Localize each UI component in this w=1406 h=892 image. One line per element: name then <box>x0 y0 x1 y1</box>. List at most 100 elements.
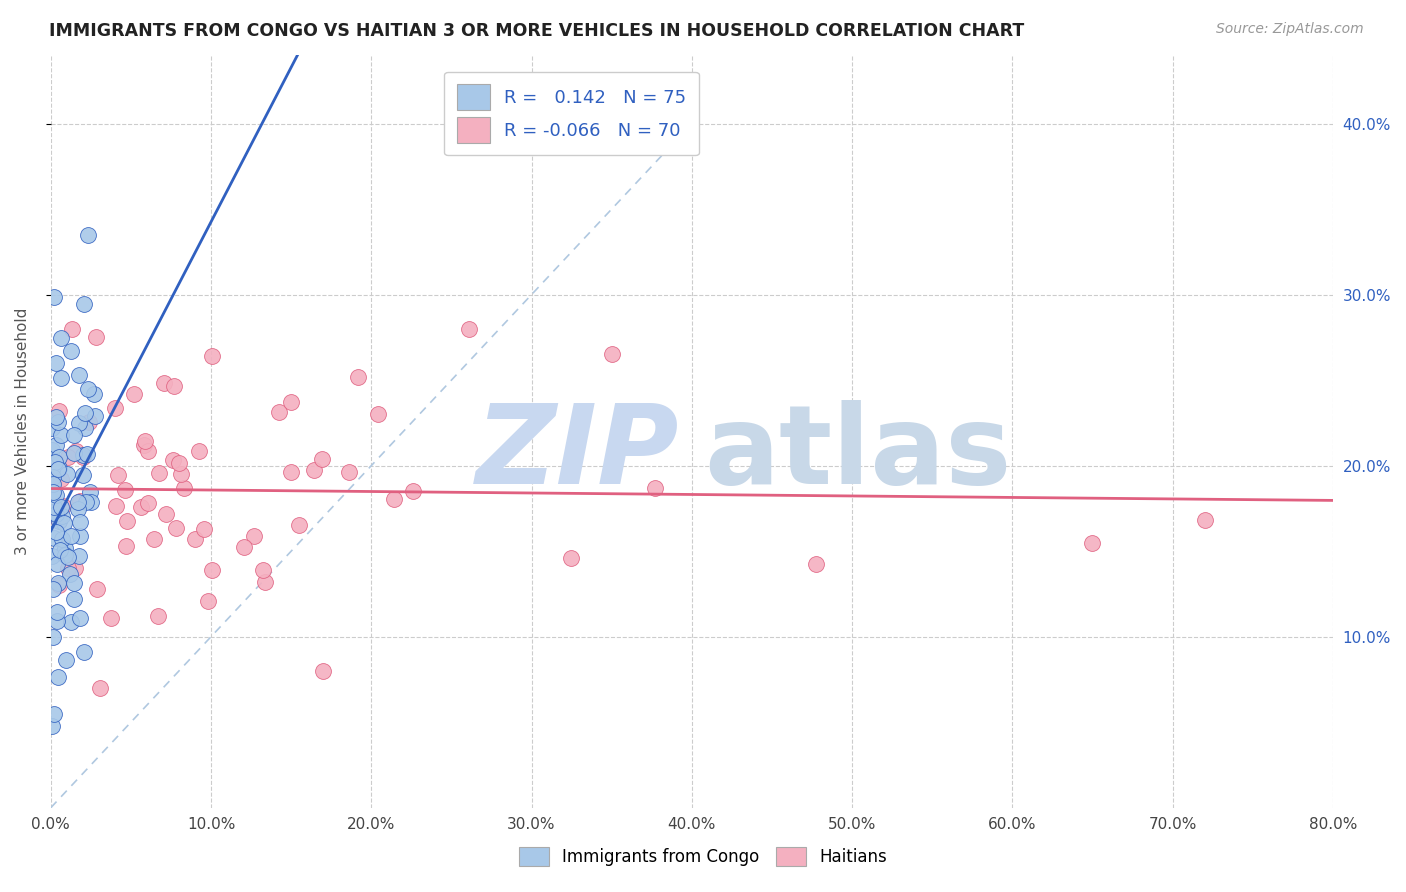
Point <box>45 605 67 619</box>
Point <box>337 465 360 479</box>
Point <box>79 484 101 499</box>
Point <box>60 529 83 543</box>
Point <box>44 437 66 451</box>
Point <box>153 376 176 390</box>
Point <box>62 592 84 607</box>
Point <box>232 540 254 554</box>
Point <box>48 404 70 418</box>
Point <box>42 290 65 304</box>
Point <box>62 576 84 591</box>
Point <box>382 492 405 507</box>
Point <box>69 529 91 543</box>
Point <box>287 517 309 532</box>
Point <box>162 452 184 467</box>
Point <box>280 395 302 409</box>
Point <box>69 515 91 529</box>
Text: ZIP: ZIP <box>475 401 679 508</box>
Point <box>72 645 94 659</box>
Point <box>600 347 623 361</box>
Point <box>46 669 69 683</box>
Point <box>252 563 274 577</box>
Point <box>401 483 423 498</box>
Point <box>51 532 73 546</box>
Point <box>148 467 170 481</box>
Point <box>84 330 107 344</box>
Point <box>45 487 67 501</box>
Text: Source: ZipAtlas.com: Source: ZipAtlas.com <box>1216 22 1364 37</box>
Point <box>114 483 136 497</box>
Point <box>72 448 94 462</box>
Point <box>44 455 66 469</box>
Point <box>60 322 83 336</box>
Point <box>165 521 187 535</box>
Point <box>77 415 100 429</box>
Legend: R =   0.142   N = 75, R = -0.066   N = 70: R = 0.142 N = 75, R = -0.066 N = 70 <box>444 71 699 155</box>
Point <box>644 481 666 495</box>
Point <box>45 507 67 521</box>
Point <box>200 563 222 577</box>
Point <box>1194 513 1216 527</box>
Point <box>63 446 86 460</box>
Point <box>41 484 63 499</box>
Point <box>804 558 827 572</box>
Point <box>41 443 63 458</box>
Point <box>134 434 156 448</box>
Point <box>48 514 70 528</box>
Point <box>83 386 105 401</box>
Point <box>173 481 195 495</box>
Point <box>49 472 72 486</box>
Point <box>155 508 177 522</box>
Point <box>122 386 145 401</box>
Point <box>304 463 326 477</box>
Point <box>48 578 70 592</box>
Point <box>254 575 277 590</box>
Point <box>49 500 72 514</box>
Point <box>129 500 152 515</box>
Point <box>100 611 122 625</box>
Point <box>45 557 67 571</box>
Point <box>44 500 66 515</box>
Point <box>76 227 98 242</box>
Point <box>46 614 69 628</box>
Point <box>60 615 83 629</box>
Point <box>46 415 69 429</box>
Point <box>163 378 186 392</box>
Point <box>197 594 219 608</box>
Point <box>41 420 63 434</box>
Text: IMMIGRANTS FROM CONGO VS HAITIAN 3 OR MORE VEHICLES IN HOUSEHOLD CORRELATION CHA: IMMIGRANTS FROM CONGO VS HAITIAN 3 OR MO… <box>49 22 1025 40</box>
Point <box>48 450 70 464</box>
Point <box>89 681 111 695</box>
Point <box>193 522 215 536</box>
Point <box>62 428 84 442</box>
Point <box>73 406 96 420</box>
Point <box>115 539 138 553</box>
Point <box>67 495 90 509</box>
Point <box>201 349 224 363</box>
Point <box>56 549 79 564</box>
Point <box>134 438 156 452</box>
Point <box>42 470 65 484</box>
Point <box>311 451 333 466</box>
Point <box>48 511 70 525</box>
Point <box>72 450 94 464</box>
Point <box>42 630 65 644</box>
Point <box>51 509 73 524</box>
Point <box>53 541 76 555</box>
Point <box>107 468 129 483</box>
Point <box>148 609 170 624</box>
Point <box>46 576 69 591</box>
Point <box>170 467 193 481</box>
Point <box>49 542 72 557</box>
Point <box>347 369 370 384</box>
Point <box>42 505 65 519</box>
Point <box>56 561 79 575</box>
Point <box>59 566 82 581</box>
Point <box>1081 535 1104 549</box>
Point <box>458 322 481 336</box>
Point <box>65 444 87 458</box>
Point <box>67 549 90 564</box>
Point <box>53 548 76 562</box>
Point <box>42 706 65 721</box>
Point <box>41 549 63 564</box>
Point <box>560 551 582 566</box>
